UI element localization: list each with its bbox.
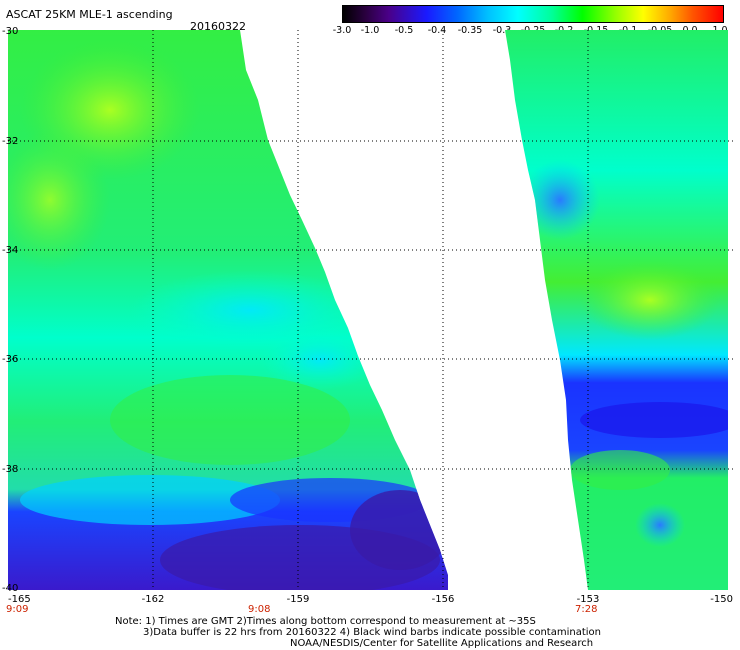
latitude-label: -38 xyxy=(2,464,18,475)
longitude-labels: -165 -162 -159 -156 -153 -150 xyxy=(8,594,733,605)
left-swath xyxy=(8,30,448,590)
colorbar-tick-label: -3.0 xyxy=(332,25,352,36)
longitude-label: -162 xyxy=(142,594,165,605)
latitude-label: -40 xyxy=(2,583,18,594)
time-label: 9:09 xyxy=(6,604,28,615)
note-line-2: 3)Data buffer is 22 hrs from 20160322 4)… xyxy=(143,627,601,638)
latitude-label: -34 xyxy=(2,245,18,256)
time-label: 9:08 xyxy=(248,604,270,615)
latitude-label: -32 xyxy=(2,136,18,147)
longitude-label: -156 xyxy=(432,594,455,605)
latitude-labels: -30 -32 -34 -36 -38 -40 xyxy=(2,26,18,594)
longitude-label: -159 xyxy=(287,594,310,605)
latitude-label: -36 xyxy=(2,354,18,365)
longitude-label: -165 xyxy=(8,594,31,605)
product-title: ASCAT 25KM MLE-1 ascending xyxy=(6,8,173,21)
note-line-3: NOAA/NESDIS/Center for Satellite Applica… xyxy=(290,638,594,649)
right-swath xyxy=(505,30,728,590)
colorbar-tick-label: -0.4 xyxy=(427,25,447,36)
product-date: 20160322 xyxy=(190,20,246,33)
note-line-1: Note: 1) Times are GMT 2)Times along bot… xyxy=(115,616,536,627)
colorbar-gradient xyxy=(342,5,724,23)
colorbar-tick-label: -1.0 xyxy=(360,25,380,36)
colorbar-tick-label: -0.35 xyxy=(457,25,483,36)
map-grid xyxy=(8,30,735,590)
colorbar-tick-label: -0.5 xyxy=(394,25,414,36)
time-labels: 9:09 9:08 7:28 xyxy=(6,604,597,615)
longitude-label: -150 xyxy=(710,594,733,605)
longitude-label: -153 xyxy=(577,594,600,605)
latitude-label: -30 xyxy=(2,26,18,37)
time-label: 7:28 xyxy=(575,604,597,615)
colorbar-tick-label: -0.3 xyxy=(492,25,512,36)
